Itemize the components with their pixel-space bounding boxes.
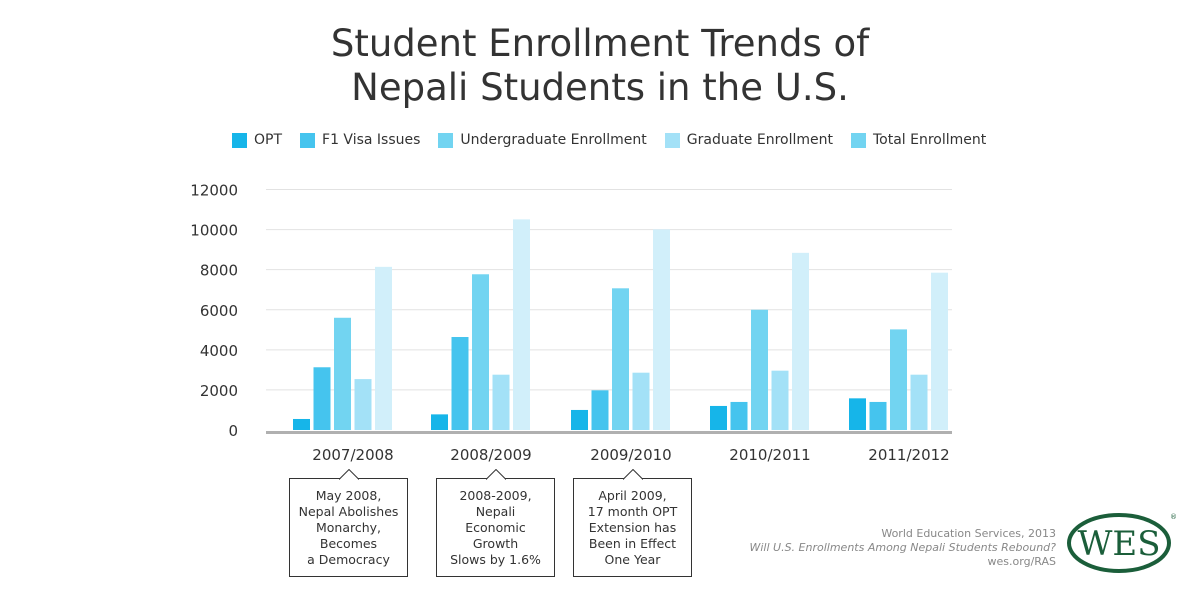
bar-graduate-enrollment	[354, 379, 372, 430]
bar-undergraduate-enrollment	[751, 309, 768, 430]
wes-logo: WES ®	[1067, 513, 1176, 573]
svg-text:WES: WES	[1077, 524, 1160, 564]
legend-label: Total Enrollment	[872, 132, 987, 148]
bar-f1-visa-issues	[313, 367, 331, 430]
y-tick-label: 10000	[190, 222, 238, 240]
bar-opt	[849, 398, 866, 430]
bar-total-enrollment	[653, 229, 670, 430]
bar-total-enrollment	[931, 272, 948, 430]
x-tick-label: 2009/2010	[590, 446, 671, 464]
bar-f1-visa-issues	[451, 337, 469, 430]
title-line-2: Nepali Students in the U.S.	[351, 66, 849, 109]
annotation-text: April 2009, 17 month OPT Extension has B…	[587, 487, 678, 567]
legend-label: Undergraduate Enrollment	[460, 132, 647, 148]
bar-total-enrollment	[513, 219, 530, 430]
legend-swatch	[850, 132, 866, 148]
bar-f1-visa-issues	[730, 401, 748, 430]
x-tick-label: 2010/2011	[729, 446, 810, 464]
x-tick-label: 2008/2009	[450, 446, 531, 464]
legend-item: Graduate Enrollment	[664, 132, 833, 148]
x-tick-label: 2007/2008	[312, 446, 393, 464]
x-axis-line	[266, 431, 952, 434]
annotation-box-2: 2008-2009, Nepali Economic Growth Slows …	[436, 469, 555, 577]
legend-item: Total Enrollment	[850, 132, 987, 148]
y-tick-label: 6000	[200, 302, 238, 320]
annotation-box-3: April 2009, 17 month OPT Extension has B…	[573, 469, 692, 577]
bar-opt	[571, 409, 588, 430]
bar-opt	[710, 405, 727, 430]
annotation-text: May 2008, Nepal Abolishes Monarchy, Beco…	[298, 487, 399, 567]
pointer-arrow	[338, 469, 359, 480]
annotation-text: 2008-2009, Nepali Economic Growth Slows …	[450, 487, 541, 567]
bar-total-enrollment	[792, 252, 809, 430]
bar-total-enrollment	[375, 266, 392, 430]
pointer-arrow	[485, 469, 506, 480]
annotation-box-1: May 2008, Nepal Abolishes Monarchy, Beco…	[289, 469, 408, 577]
legend-swatch	[438, 132, 454, 148]
bar-graduate-enrollment	[632, 372, 650, 430]
bar-undergraduate-enrollment	[334, 317, 351, 430]
legend-swatch	[300, 132, 316, 148]
legend-label: OPT	[254, 132, 283, 148]
legend-label: Graduate Enrollment	[686, 132, 833, 148]
y-tick-label: 8000	[200, 262, 238, 280]
legend-swatch	[232, 132, 247, 148]
bar-graduate-enrollment	[771, 370, 789, 430]
pointer-arrow	[622, 469, 643, 480]
legend-label: F1 Visa Issues	[322, 132, 421, 148]
y-tick-label: 2000	[200, 382, 238, 400]
source-report-title: Will U.S. Enrollments Among Nepali Stude…	[749, 541, 1056, 554]
y-tick-label: 4000	[200, 342, 238, 360]
bar-graduate-enrollment	[910, 374, 928, 430]
legend: OPT F1 Visa Issues Undergraduate Enrollmen…	[232, 132, 986, 148]
bar-f1-visa-issues	[591, 390, 609, 430]
source-credit: World Education Services, 2013 Will U.S.…	[749, 527, 1056, 569]
legend-item: F1 Visa Issues	[300, 132, 420, 148]
bar-f1-visa-issues	[869, 401, 887, 430]
bar-undergraduate-enrollment	[890, 329, 907, 430]
bar-undergraduate-enrollment	[472, 274, 489, 430]
source-org: World Education Services, 2013	[881, 527, 1056, 540]
y-tick-label: 0	[228, 422, 238, 440]
legend-item: Undergraduate Enrollment	[438, 132, 647, 148]
bar-opt	[431, 414, 448, 430]
legend-swatch	[664, 132, 680, 148]
title-line-1: Student Enrollment Trends of	[330, 22, 870, 65]
bar-graduate-enrollment	[492, 374, 510, 430]
bar-undergraduate-enrollment	[612, 288, 629, 430]
svg-text:®: ®	[1170, 513, 1176, 521]
chart-title: Student Enrollment Trends of Nepali Stud…	[0, 22, 1200, 110]
y-tick-label: 12000	[190, 182, 238, 200]
bar-opt	[293, 418, 310, 430]
legend-item: OPT	[232, 132, 282, 148]
x-tick-label: 2011/2012	[868, 446, 949, 464]
source-link: wes.org/RAS	[987, 555, 1056, 568]
